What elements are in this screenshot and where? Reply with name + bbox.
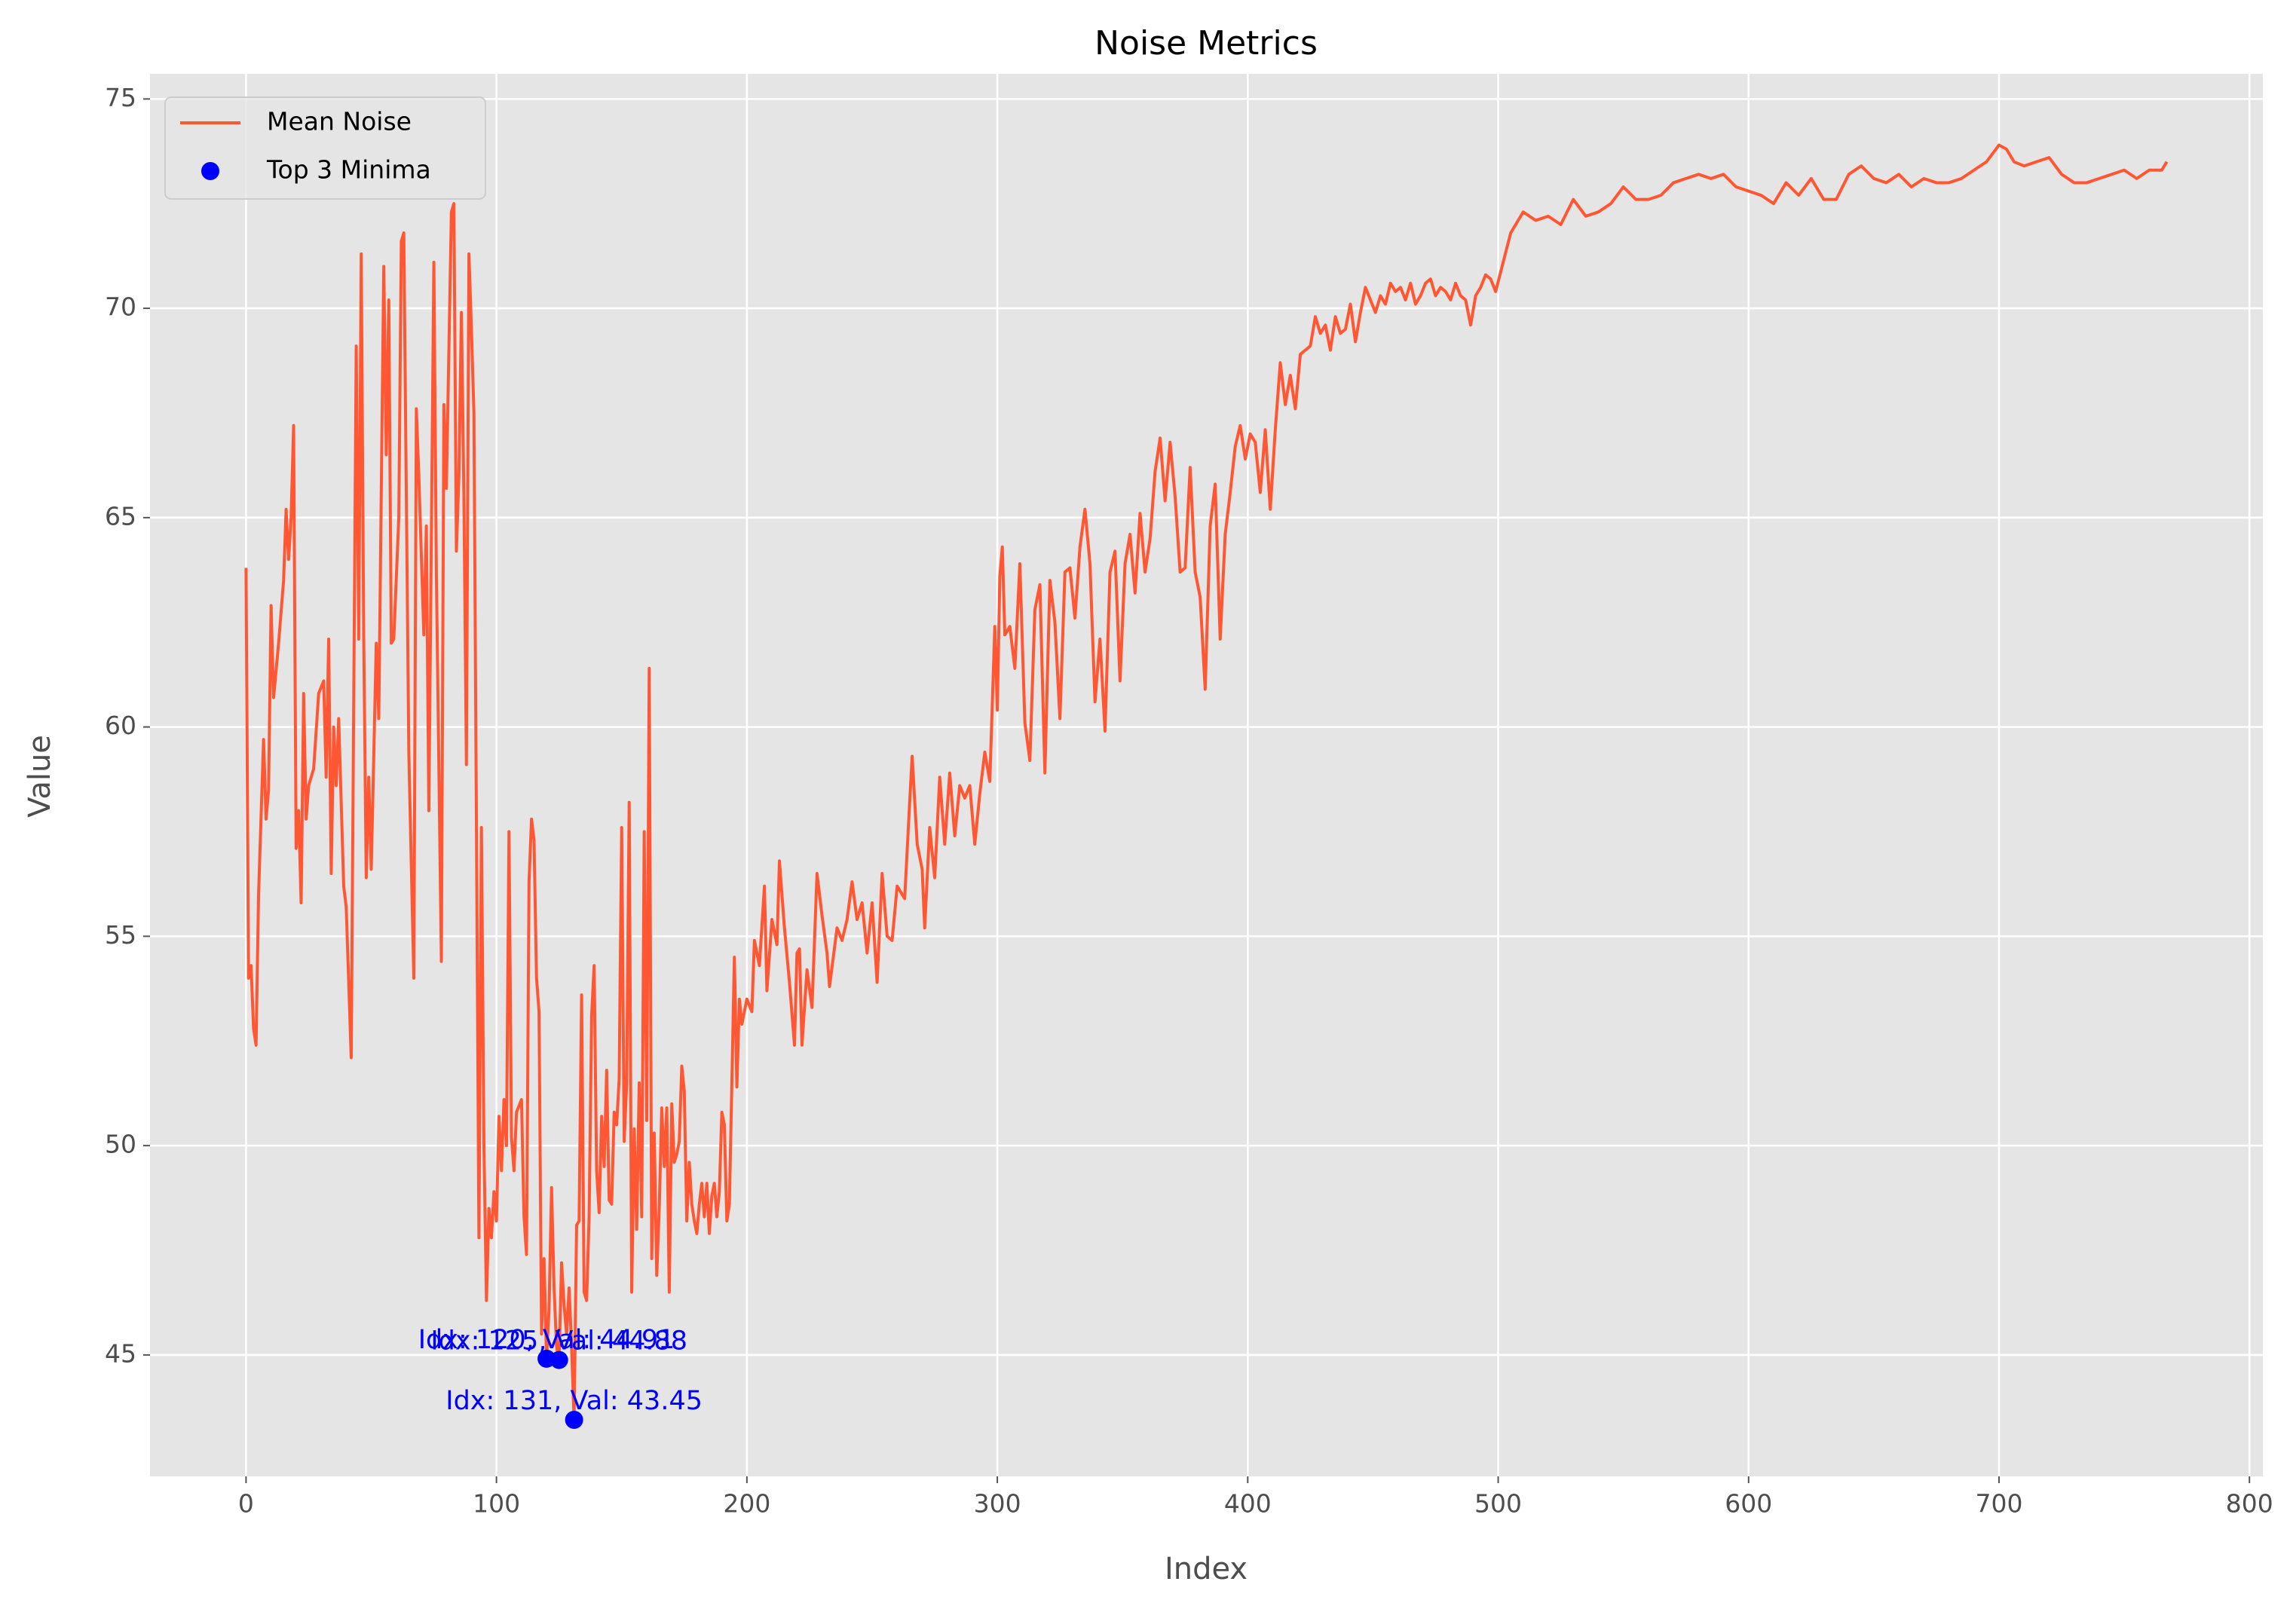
x-tick-label: 100 — [473, 1489, 520, 1519]
annotation: Idx: 131, Val: 43.45 — [445, 1386, 703, 1416]
plot-area — [150, 74, 2263, 1476]
scatter-point — [550, 1351, 568, 1369]
legend-marker — [201, 162, 219, 180]
y-axis-label: Value — [23, 735, 57, 818]
y-tick-label: 75 — [105, 83, 136, 112]
y-tick-label: 55 — [105, 920, 136, 950]
y-tick-label: 50 — [105, 1130, 136, 1159]
y-tick-label: 70 — [105, 292, 136, 322]
legend-label: Mean Noise — [267, 107, 412, 136]
y-tick-label: 65 — [105, 501, 136, 531]
chart-title: Noise Metrics — [1094, 24, 1318, 63]
x-tick-label: 800 — [2226, 1489, 2273, 1519]
x-tick-label: 200 — [723, 1489, 770, 1519]
annotation: Idx: 120, Val: 44.91 — [418, 1325, 675, 1355]
line-series — [244, 143, 2169, 1421]
y-tick-label: 45 — [105, 1338, 136, 1368]
x-tick-label: 500 — [1474, 1489, 1522, 1519]
legend-box — [164, 96, 486, 200]
x-tick-label: 0 — [238, 1489, 254, 1519]
legend-label: Top 3 Minima — [266, 155, 431, 185]
x-tick-label: 600 — [1725, 1489, 1772, 1519]
annotation: Idx: 125, Val: 44.88 — [430, 1326, 687, 1357]
x-tick-label: 300 — [974, 1489, 1021, 1519]
x-axis-label: Index — [1165, 1552, 1247, 1586]
x-tick-label: 700 — [1975, 1489, 2022, 1519]
y-tick-label: 60 — [105, 711, 136, 740]
scatter-point — [565, 1411, 583, 1430]
x-tick-label: 400 — [1224, 1489, 1272, 1519]
